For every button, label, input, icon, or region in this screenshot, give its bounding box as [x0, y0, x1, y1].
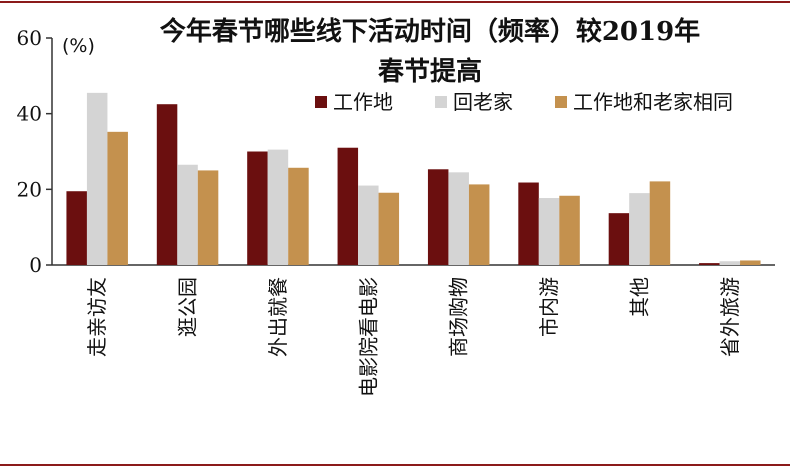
y-tick-label: 40 — [17, 102, 42, 126]
legend-label: 工作地和老家相同 — [573, 90, 733, 114]
y-tick-label: 0 — [29, 253, 42, 277]
chart-title-line-1: 今年春节哪些线下活动时间（频率）较2019年 — [160, 16, 700, 47]
legend-swatch — [555, 96, 567, 108]
bar-work-city-5 — [518, 182, 539, 265]
category-label: 商场购物 — [447, 277, 471, 357]
category-label: 省外旅游 — [718, 277, 742, 357]
legend-label: 工作地 — [333, 90, 393, 114]
y-axis-ticks: 0 20 40 60 — [17, 26, 52, 277]
category-label: 走亲访友 — [85, 277, 109, 357]
bar-same-place-2 — [288, 167, 309, 265]
bar-hometown-6 — [629, 193, 650, 265]
bar-series — [66, 92, 761, 266]
bar-work-city-1 — [156, 104, 178, 266]
bar-work-city-6 — [608, 213, 630, 265]
category-label: 其他 — [627, 277, 651, 317]
bar-same-place-3 — [378, 192, 400, 265]
chart-title-line-2: 春节提高 — [378, 56, 482, 87]
bar-hometown-0 — [86, 92, 108, 265]
bar-hometown-1 — [177, 164, 198, 265]
category-labels: 走亲访友 逛公园 外出就餐 电影院看电影 商场购物 市内游 其他 省外旅游 — [85, 277, 742, 397]
bar-same-place-6 — [649, 181, 671, 265]
y-tick-label: 60 — [17, 26, 42, 50]
bar-same-place-0 — [107, 131, 128, 265]
legend-swatch — [315, 96, 327, 108]
bar-same-place-5 — [559, 195, 580, 265]
bar-same-place-7 — [740, 260, 761, 265]
bar-hometown-4 — [448, 172, 469, 265]
bar-work-city-3 — [337, 147, 359, 265]
bar-hometown-3 — [358, 185, 379, 265]
category-label: 电影院看电影 — [356, 277, 380, 397]
legend: 工作地 回老家 工作地和老家相同 — [315, 90, 733, 114]
y-axis-unit: (%) — [62, 35, 95, 57]
category-label: 市内游 — [537, 277, 561, 337]
bar-same-place-4 — [468, 184, 490, 265]
bar-work-city-2 — [247, 151, 268, 265]
bar-hometown-7 — [719, 261, 741, 265]
bar-hometown-5 — [538, 198, 560, 265]
bar-hometown-2 — [267, 149, 289, 265]
bar-work-city-4 — [427, 169, 449, 265]
category-label: 外出就餐 — [266, 277, 290, 357]
bar-work-city-0 — [66, 191, 87, 265]
bar-same-place-1 — [197, 170, 219, 265]
bar-work-city-7 — [699, 263, 720, 265]
y-tick-label: 20 — [17, 177, 42, 201]
legend-label: 回老家 — [453, 90, 513, 114]
category-label: 逛公园 — [176, 277, 200, 337]
legend-swatch — [435, 96, 447, 108]
